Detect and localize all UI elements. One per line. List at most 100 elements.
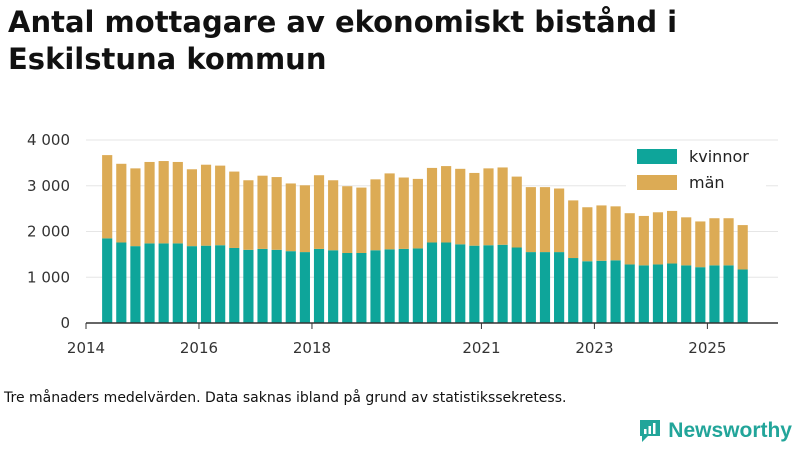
bar-kvinnor [624,264,635,323]
y-tick-label: 1 000 [27,268,70,286]
bar-man [426,167,438,243]
bar-man [271,177,282,250]
bar-man [582,207,593,262]
bar-man [568,200,579,259]
bar-kvinnor [215,245,226,323]
bar-kvinnor [695,267,706,323]
bar-man [652,212,664,265]
bar-kvinnor [667,263,678,323]
bar-man [455,168,466,245]
bar-man [596,205,607,261]
bar-man [624,213,635,265]
bar-man [186,169,197,247]
bar-kvinnor [426,242,438,323]
bar-kvinnor [257,248,268,323]
bar-kvinnor [144,243,155,323]
y-axis: 0 1 000 2 000 3 000 4 000 [27,131,70,332]
bar-man [299,185,310,253]
bar-kvinnor [652,264,664,323]
bar-kvinnor [328,250,339,323]
bar-kvinnor [554,252,565,323]
bar-kvinnor [568,258,579,323]
bar-man [709,218,720,266]
bar-man [497,167,508,245]
bar-kvinnor [525,252,536,323]
bar-kvinnor [723,265,734,323]
y-tick-label: 4 000 [27,131,70,149]
bar-kvinnor [271,249,282,323]
brand-name: Newsworthy [668,419,792,442]
bar-man [229,171,240,248]
bar-man [200,164,212,246]
bar-kvinnor [172,243,183,323]
bar-kvinnor [186,246,197,323]
x-tick-label: 2023 [575,339,613,357]
bar-man [539,187,551,253]
bar-man [469,172,480,246]
bar-man [313,175,325,249]
legend-swatch-kvinnor [637,149,677,164]
bar-man [681,217,692,266]
bar-kvinnor [497,244,508,323]
x-tick-label: 2014 [67,339,105,357]
bar-man [144,161,155,244]
bar-kvinnor [596,260,607,323]
bar-man [158,161,169,244]
bar-kvinnor [582,261,593,323]
bar-kvinnor [285,251,296,323]
legend-label-kvinnor: kvinnor [689,147,749,166]
bar-man [116,163,127,243]
bar-kvinnor [412,248,423,323]
bar-kvinnor [116,242,127,323]
bar-man [370,179,381,251]
bar-kvinnor [681,265,692,323]
bar-kvinnor [709,265,720,323]
brand-logo: Newsworthy [638,418,792,444]
bar-kvinnor [158,243,169,323]
bar-kvinnor [737,269,748,323]
bar-kvinnor [511,247,522,323]
y-tick-label: 2 000 [27,223,70,241]
bar-man [215,165,226,246]
bar-man [172,161,183,244]
bar-kvinnor [441,242,452,323]
x-tick-label: 2016 [180,339,218,357]
bar-kvinnor [539,252,551,323]
bar-kvinnor [356,253,367,323]
bar-man [695,221,706,268]
bars-group [102,155,748,323]
bar-man [243,180,254,250]
legend: kvinnor män [626,141,766,193]
bar-kvinnor [102,238,113,323]
bar-man [723,218,734,266]
bar-kvinnor [130,246,141,323]
bar-man [257,175,268,249]
bar-man [638,215,649,266]
bar-kvinnor [313,248,325,323]
legend-label-man: män [689,173,725,192]
bar-man [328,180,339,251]
bar-kvinnor [243,249,254,323]
bar-man [384,173,395,250]
bar-kvinnor [638,265,649,323]
bar-man [737,225,748,270]
bar-kvinnor [384,249,395,323]
bar-kvinnor [610,260,621,323]
x-tick-label: 2025 [688,339,726,357]
bar-man [525,187,536,253]
y-tick-label: 3 000 [27,177,70,195]
x-tick-label: 2021 [462,339,500,357]
bar-man [412,178,423,249]
x-axis: 2014 2016 2018 2021 2023 2025 [67,323,726,357]
bar-man [285,183,296,252]
bar-man [130,168,141,247]
y-tick-label: 0 [60,314,70,332]
chart-caption: Tre månaders medelvärden. Data saknas ib… [4,390,567,406]
bar-man [356,187,367,253]
bar-man [441,166,452,243]
legend-swatch-man [637,175,677,190]
bar-kvinnor [229,247,240,323]
bar-man [398,177,409,249]
x-tick-label: 2018 [293,339,331,357]
